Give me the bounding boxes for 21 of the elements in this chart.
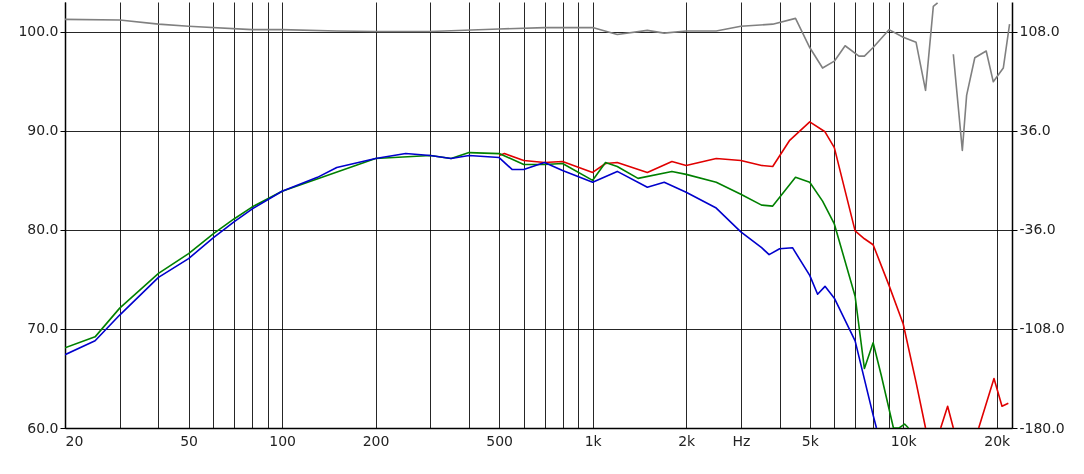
y2-tick-label: -108.0 <box>1019 320 1065 337</box>
y-tick-label: 70.0 <box>27 320 59 337</box>
y-tick-label: 60.0 <box>27 419 59 436</box>
x-tick-label: 20 <box>65 432 84 449</box>
y2-tick-label: -36.0 <box>1019 221 1056 238</box>
x-tick-label: 10k <box>890 432 918 449</box>
x-tick-label: 5k <box>801 432 820 449</box>
y2-tick-label: -180.0 <box>1019 419 1065 436</box>
x-tick-label: 200 <box>362 432 390 449</box>
y-tick-label: 100.0 <box>18 23 59 40</box>
y-tick-label: 80.0 <box>27 221 59 238</box>
x-tick-label: 100 <box>269 432 296 449</box>
x-tick-label: 50 <box>180 432 198 449</box>
x-tick-label: 500 <box>486 432 514 449</box>
x-tick-label: 2k <box>678 432 697 449</box>
x-tick-label: 20k <box>984 432 1012 449</box>
y2-tick-label: 108.0 <box>1019 23 1060 40</box>
x-tick-label: Hz <box>732 432 751 449</box>
x-tick-label: 1k <box>584 432 603 449</box>
y2-tick-label: 36.0 <box>1019 122 1051 139</box>
y-tick-label: 90.0 <box>27 122 59 139</box>
